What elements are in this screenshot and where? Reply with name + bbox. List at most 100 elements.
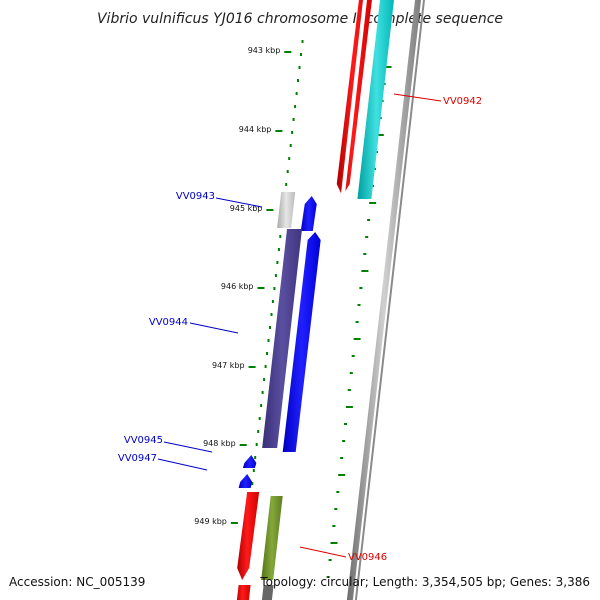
- tick-dot: [301, 40, 304, 43]
- feature-gap: [340, 0, 368, 199]
- backbone: [346, 0, 426, 600]
- accession-text: Accession: NC_005139: [9, 575, 145, 589]
- tick-dot: [255, 443, 258, 446]
- tick-dot: [295, 92, 298, 95]
- map-title: Vibrio vulnificus YJ016 chromosome I, co…: [97, 11, 503, 27]
- gene-label-vv0947[interactable]: VV0947: [118, 453, 157, 464]
- tick-dot: [288, 157, 291, 160]
- tick-dot: [277, 248, 280, 251]
- tick-dot: [384, 66, 392, 68]
- tick-dot: [361, 270, 369, 272]
- tick-dot: [273, 287, 276, 290]
- gene-label-vv0944[interactable]: VV0944: [149, 317, 188, 328]
- kbp-tick-mark: [257, 287, 265, 289]
- tick-dot: [257, 430, 260, 433]
- cds-vv0943: [300, 196, 317, 231]
- leader-line-vv0946: [299, 546, 347, 558]
- tick-dot: [298, 66, 301, 69]
- tick-dot: [357, 304, 361, 306]
- tick-dot: [251, 482, 254, 485]
- gene-label-vv0942[interactable]: VV0942: [443, 96, 482, 107]
- tick-dot: [332, 525, 336, 527]
- cds-vv0946: [237, 492, 260, 580]
- tick-dot: [336, 491, 340, 493]
- tick-dot: [351, 355, 355, 357]
- tick-labels: 943 kbp 944 kbp 945 kbp 946 kbp 947 kbp 948 k…: [194, 46, 292, 526]
- tick-dot: [347, 389, 351, 391]
- tick-dot: [353, 338, 361, 340]
- tick-dot: [261, 391, 264, 394]
- tick-dot: [258, 417, 261, 420]
- cds-vv0945: [242, 455, 257, 468]
- feature-layer: [236, 0, 395, 600]
- tick-dot: [276, 261, 279, 264]
- tick-dot: [260, 404, 263, 407]
- tick-dot: [363, 253, 367, 255]
- tick-dot: [291, 131, 294, 134]
- tick-dot: [349, 372, 353, 374]
- tick-dot: [267, 339, 270, 342]
- kbp-tick-label: 943 kbp: [248, 46, 281, 55]
- leader-line-vv0947: [157, 458, 208, 471]
- gene-label-vv0943[interactable]: VV0943: [176, 191, 215, 202]
- tick-dot: [345, 406, 353, 408]
- kbp-tick-label: 948 kbp: [203, 439, 236, 448]
- tick-dot: [252, 469, 255, 472]
- tick-dot: [367, 219, 371, 221]
- tick-dot: [365, 236, 369, 238]
- cds-vv0944: [282, 232, 321, 452]
- gene-label-vv0945[interactable]: VV0945: [124, 435, 163, 446]
- tick-dot: [270, 313, 273, 316]
- gene-label-vv0946[interactable]: VV0946: [348, 552, 387, 563]
- kbp-tick-label: 949 kbp: [194, 517, 227, 526]
- tick-dot: [330, 542, 338, 544]
- kbp-tick-mark: [248, 366, 256, 368]
- cds-vv0947: [238, 474, 253, 488]
- tick-dot: [355, 321, 359, 323]
- feature-vv0943: [277, 192, 296, 228]
- tick-dot: [297, 79, 299, 82]
- tick-dot: [338, 474, 346, 476]
- tick-dot: [254, 456, 257, 459]
- tick-dot: [344, 423, 347, 425]
- kbp-tick-mark: [230, 522, 238, 524]
- backbone-inner-line: [354, 0, 426, 600]
- feature-vv0942: [357, 0, 395, 199]
- tick-dot: [376, 134, 384, 136]
- feature-vv0946: [261, 496, 283, 580]
- kbp-tick-label: 945 kbp: [230, 204, 263, 213]
- tick-dot: [294, 105, 297, 108]
- kbp-tick-mark: [266, 209, 274, 211]
- tick-dot: [279, 235, 282, 238]
- tick-dot: [285, 183, 288, 186]
- tick-dot: [340, 457, 344, 459]
- kbp-tick-label: 944 kbp: [239, 125, 272, 134]
- tick-dot: [300, 53, 302, 56]
- cds-next: [236, 585, 251, 600]
- kbp-tick-mark: [239, 444, 247, 446]
- tick-dot: [264, 365, 267, 368]
- kbp-tick-mark: [275, 130, 283, 132]
- leader-line-vv0942: [393, 93, 442, 102]
- feature-vv0944: [262, 229, 303, 448]
- kbp-tick-mark: [284, 51, 292, 53]
- feature-next: [261, 585, 274, 600]
- kbp-tick-label: 947 kbp: [212, 361, 245, 370]
- tick-dot: [292, 118, 295, 121]
- backbone-line: [346, 0, 422, 600]
- tick-dot: [271, 300, 274, 303]
- tick-dot: [326, 576, 330, 578]
- leader-line-vv0944: [189, 322, 239, 334]
- tick-dot: [328, 559, 332, 561]
- tick-dot: [263, 378, 266, 381]
- tick-dot: [289, 144, 292, 147]
- leader-line-vv0945: [163, 441, 213, 453]
- tick-dot: [266, 352, 268, 355]
- topology-summary: Topology: circular; Length: 3,354,505 bp…: [259, 575, 590, 589]
- tick-dot: [334, 508, 338, 510]
- tick-dot: [359, 287, 363, 289]
- kbp-tick-label: 946 kbp: [221, 282, 254, 291]
- tick-dot: [274, 274, 277, 277]
- tick-dot: [269, 326, 271, 329]
